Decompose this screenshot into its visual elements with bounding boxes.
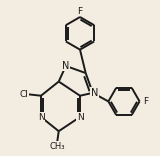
Text: CH₃: CH₃: [50, 142, 65, 151]
Text: N: N: [77, 112, 83, 122]
Text: N: N: [91, 88, 98, 98]
Text: F: F: [143, 97, 148, 106]
Text: N: N: [62, 61, 69, 71]
Text: N: N: [38, 112, 44, 122]
Text: Cl: Cl: [20, 90, 28, 99]
Text: F: F: [77, 7, 83, 16]
